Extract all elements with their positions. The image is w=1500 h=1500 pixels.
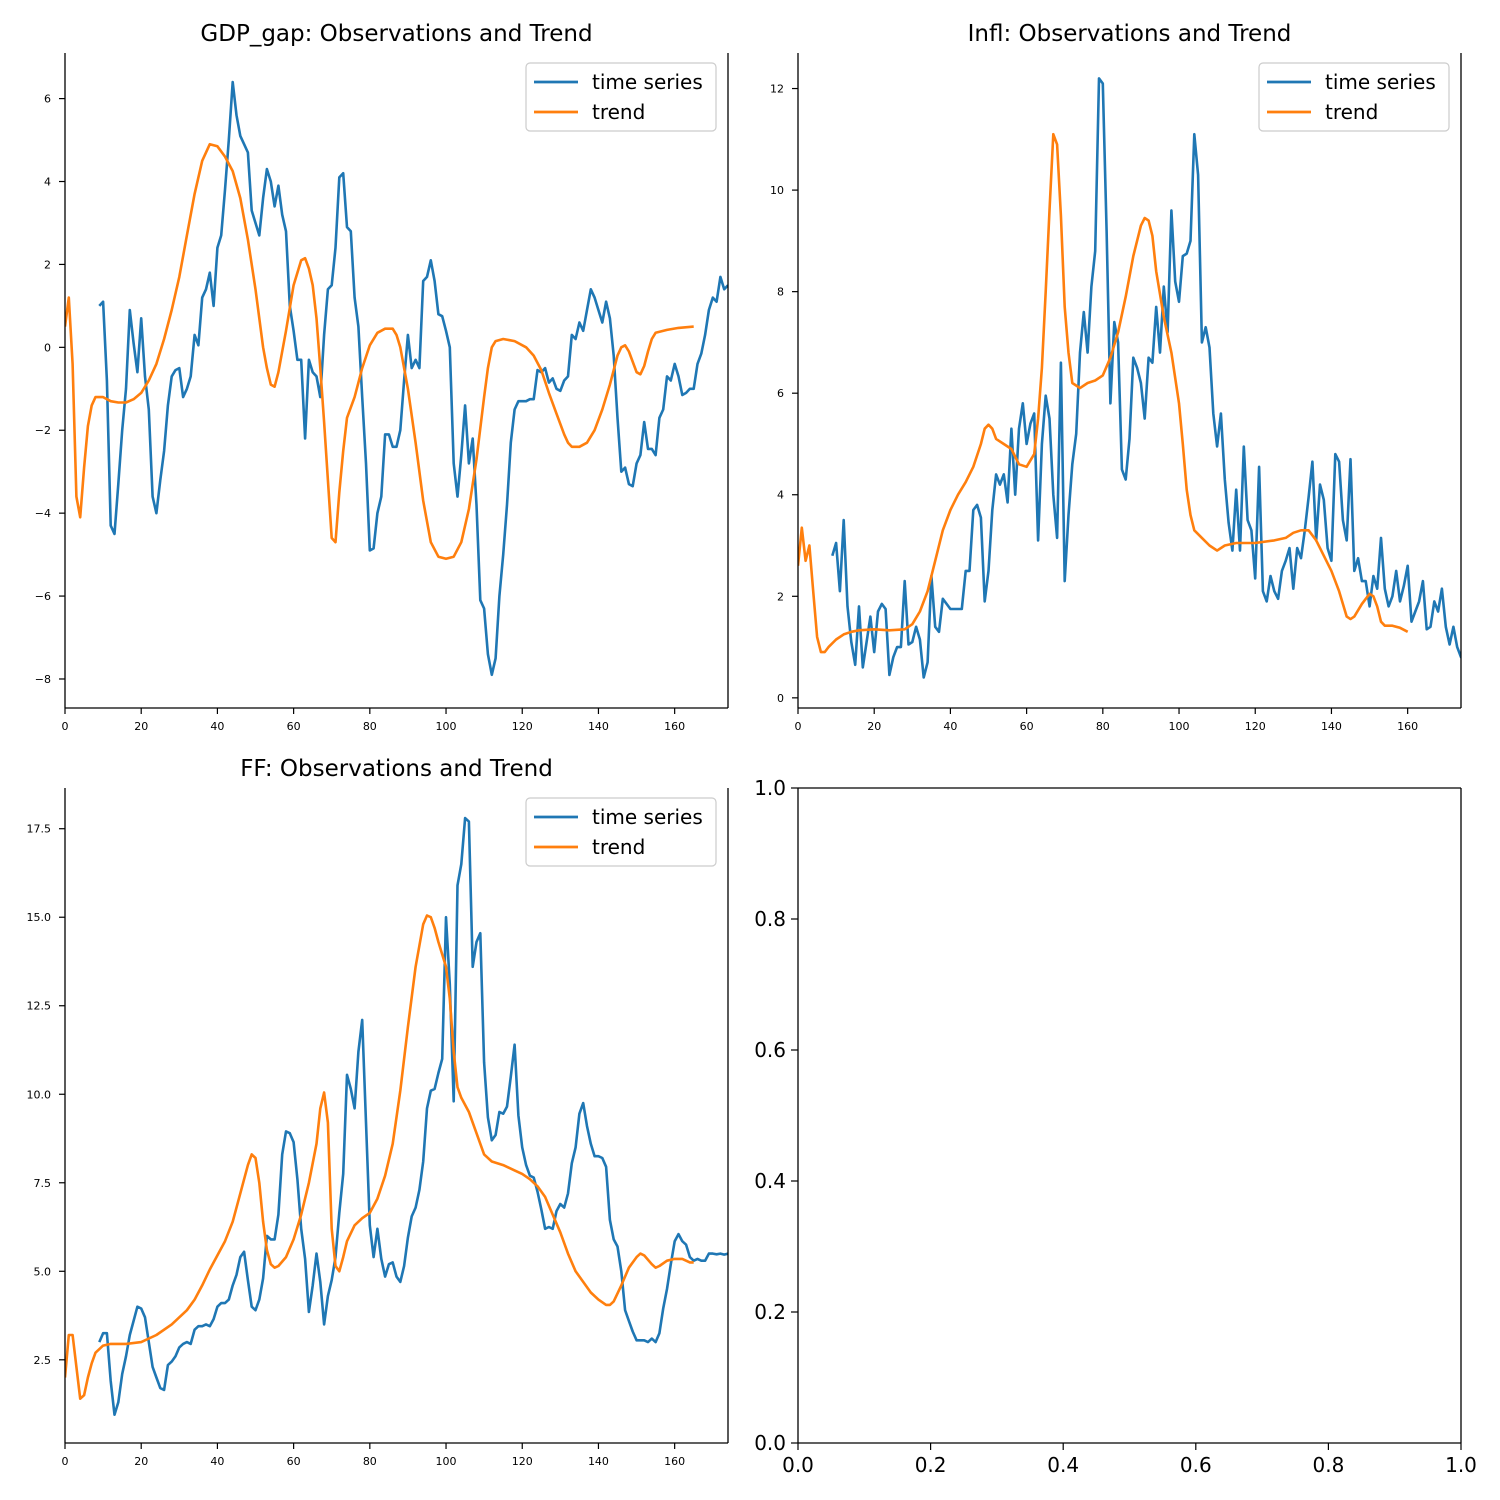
legend-label: time series (592, 70, 703, 94)
legend-frame (525, 797, 717, 867)
legend-frame (1258, 62, 1450, 132)
legend: time series trend (1258, 62, 1450, 132)
subplot-title: Infl: Observations and Trend (968, 21, 1292, 47)
x-tick-label: 0.0 (782, 1453, 814, 1477)
y-tick-label: 4 (44, 176, 51, 189)
series-line-trend (65, 914, 694, 1400)
x-tick-label: 140 (588, 720, 609, 733)
x-tick-label: 80 (363, 720, 377, 733)
y-tick-label: 8 (777, 286, 784, 299)
subplot-1: 0 20 40 60 80 100 120 140 160 −8 −6 −4 −2 0 2 4 6 GDP_gap… (35, 21, 729, 733)
legend: time series trend (525, 62, 717, 132)
x-tick-label: 120 (512, 1455, 533, 1468)
x-tick-label: 160 (664, 720, 685, 733)
x-tick-label: 160 (1397, 720, 1418, 733)
y-tick-label: 12.5 (27, 1000, 52, 1013)
subplot-title: FF: Observations and Trend (240, 756, 553, 782)
subplot-3: 0 20 40 60 80 100 120 140 160 2.5 5.0 7.5 10.0 12.5 15… (27, 756, 729, 1468)
x-tick-label: 120 (1245, 720, 1266, 733)
y-tick-label: 0.0 (754, 1431, 786, 1455)
x-tick-label: 0.2 (915, 1453, 947, 1477)
series-line-trend (798, 132, 1409, 654)
subplot-2: 0 20 40 60 80 100 120 140 160 0 2 4 6 8 10 12 Infl: Obse… (770, 21, 1462, 733)
x-tick-label: 140 (588, 1455, 609, 1468)
legend-label: trend (592, 835, 645, 859)
y-tick-label: 0 (777, 692, 784, 705)
y-tick-label: 2 (777, 590, 784, 603)
y-tick-label: 0.8 (754, 907, 786, 931)
y-tick-label: 10 (770, 184, 784, 197)
y-tick-label: 2 (44, 258, 51, 271)
y-tick-label: 6 (777, 387, 784, 400)
y-tick-label: 12 (770, 83, 784, 96)
y-tick-label: 2.5 (34, 1354, 52, 1367)
x-tick-label: 0.4 (1047, 1453, 1079, 1477)
x-tick-label: 40 (943, 720, 957, 733)
x-tick-label: 0 (795, 720, 802, 733)
x-tick-label: 60 (287, 720, 301, 733)
y-tick-label: 17.5 (27, 823, 52, 836)
y-tick-label: −6 (35, 590, 51, 603)
y-tick-label: 10.0 (27, 1088, 52, 1101)
x-tick-label: 160 (664, 1455, 685, 1468)
x-tick-label: 20 (134, 720, 148, 733)
series-line-time-series (831, 77, 1461, 679)
y-tick-label: −8 (35, 673, 51, 686)
x-tick-label: 0.8 (1312, 1453, 1344, 1477)
y-tick-label: 4 (777, 489, 784, 502)
x-tick-label: 20 (134, 1455, 148, 1468)
x-tick-label: 0 (62, 1455, 69, 1468)
x-tick-label: 40 (210, 1455, 224, 1468)
legend-frame (525, 62, 717, 132)
y-tick-label: 5.0 (34, 1265, 52, 1278)
legend-label: time series (592, 805, 703, 829)
x-tick-label: 20 (867, 720, 881, 733)
legend: time series trend (525, 797, 717, 867)
x-tick-label: 80 (1096, 720, 1110, 733)
y-tick-label: −4 (35, 507, 51, 520)
series-line-time-series (98, 80, 728, 677)
x-tick-label: 60 (287, 1455, 301, 1468)
x-tick-label: 100 (436, 720, 457, 733)
y-tick-label: 0 (44, 341, 51, 354)
x-tick-label: 120 (512, 720, 533, 733)
series-line-time-series (98, 816, 728, 1416)
x-tick-label: 80 (363, 1455, 377, 1468)
x-tick-label: 1.0 (1445, 1453, 1477, 1477)
x-tick-label: 40 (210, 720, 224, 733)
y-tick-label: −2 (35, 424, 51, 437)
subplot-title: GDP_gap: Observations and Trend (200, 21, 592, 47)
legend-label: trend (1325, 100, 1378, 124)
subplot-4: 0.0 0.2 0.4 0.6 0.8 1.0 0.0 0.2 0.4 0.6 0.8 1.0 (754, 776, 1477, 1477)
x-tick-label: 0 (62, 720, 69, 733)
x-tick-label: 100 (1169, 720, 1190, 733)
legend-label: trend (592, 100, 645, 124)
series-line-trend (65, 142, 694, 561)
y-tick-label: 6 (44, 93, 51, 106)
y-tick-label: 1.0 (754, 776, 786, 800)
y-tick-label: 15.0 (27, 911, 52, 924)
legend-label: time series (1325, 70, 1436, 94)
y-tick-label: 0.4 (754, 1169, 786, 1193)
y-tick-label: 7.5 (34, 1177, 52, 1190)
x-tick-label: 60 (1020, 720, 1034, 733)
x-tick-label: 100 (436, 1455, 457, 1468)
x-tick-label: 0.6 (1180, 1453, 1212, 1477)
x-tick-label: 140 (1321, 720, 1342, 733)
y-tick-label: 0.2 (754, 1300, 786, 1324)
y-tick-label: 0.6 (754, 1038, 786, 1062)
